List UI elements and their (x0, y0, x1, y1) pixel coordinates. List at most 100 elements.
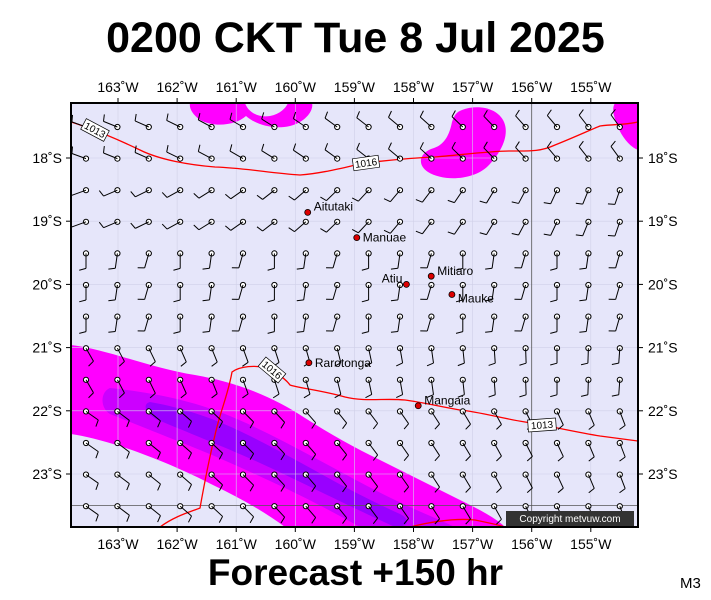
wind-barb (197, 144, 215, 162)
wind-barb (459, 439, 471, 462)
wind-barb (302, 376, 311, 399)
wind-barb (491, 408, 502, 430)
forecast-label: Forecast +150 hr (207, 552, 504, 593)
wind-barb (419, 142, 435, 162)
wind-barb (302, 439, 317, 461)
wind-barb (459, 503, 471, 525)
wind-barb (334, 503, 348, 524)
lat-tick-label-left: 23˚S (32, 466, 62, 482)
wind-barb (271, 408, 286, 429)
lat-tick-label-left: 20˚S (32, 276, 62, 292)
wind-barb (550, 345, 561, 366)
wind-barb (459, 471, 471, 493)
wind-barb (161, 218, 184, 230)
wind-barb (326, 281, 341, 300)
wind-barb (585, 408, 595, 430)
wind-barb (522, 471, 533, 494)
wind-barb (553, 471, 564, 494)
town-marker (448, 291, 456, 298)
wind-barb (145, 408, 161, 428)
wind-barb (239, 503, 255, 524)
wind-barb (79, 250, 90, 271)
wind-barb (361, 313, 372, 334)
wind-barb (114, 408, 130, 428)
lon-tick-label-top: 162˚W (156, 79, 198, 95)
wind-barb (420, 250, 435, 269)
wind-barb (229, 112, 247, 131)
rain-area-north-east (613, 103, 638, 150)
lat-tick-label-right: 18˚S (648, 150, 678, 166)
wind-barb (271, 503, 286, 524)
wind-barb (102, 114, 121, 131)
wind-barb (457, 376, 466, 398)
wind-barb (426, 376, 435, 398)
wind-barb (145, 439, 161, 460)
wind-barb (326, 313, 341, 332)
wind-barb (173, 250, 184, 271)
wind-barb (580, 345, 592, 366)
lon-tick-label-bottom: 157˚W (452, 536, 494, 552)
lat-tick-label-right: 22˚S (648, 403, 678, 419)
copyright-text: Copyright metvuw.com (519, 514, 620, 525)
wind-barb (193, 187, 215, 199)
wind-barbs (71, 109, 626, 525)
wind-barb (447, 187, 466, 204)
wind-barb (98, 187, 121, 197)
wind-barb (229, 144, 247, 162)
wind-barb (271, 471, 286, 492)
wind-barb (239, 376, 249, 399)
wind-barb (546, 141, 561, 162)
wind-barb (396, 471, 410, 493)
wind-barb (271, 345, 280, 367)
wind-barb (271, 439, 286, 461)
wind-barb (522, 439, 533, 462)
wind-barb (145, 345, 156, 367)
wind-barb (130, 187, 152, 198)
wind-barb (79, 313, 90, 334)
wind-barb (585, 439, 595, 462)
wind-barb (114, 503, 130, 522)
wind-barb (177, 471, 192, 491)
wind-barb (610, 140, 623, 162)
lon-tick-label-top: 161˚W (216, 79, 258, 95)
wind-barb (324, 111, 341, 131)
wind-barb (208, 439, 224, 460)
wind-barb (334, 376, 342, 399)
wind-barb (326, 250, 341, 269)
wind-barb (488, 376, 498, 398)
wind-barb (457, 345, 466, 367)
wind-barb (383, 218, 404, 234)
wind-barb (193, 218, 215, 231)
wind-barb (550, 313, 561, 334)
wind-barb (479, 218, 498, 236)
wind-barb (177, 439, 192, 460)
wind-barb (356, 111, 372, 131)
wind-barb (550, 376, 561, 398)
wind-barb (485, 281, 498, 302)
wind-barb (396, 345, 404, 367)
wind-barb (365, 376, 373, 399)
wind-barb (543, 218, 561, 236)
lon-tick-label-top: 159˚W (334, 79, 376, 95)
wind-barb (177, 345, 187, 367)
wind-barb (447, 218, 466, 235)
wind-barb (428, 408, 440, 430)
wind-barb (108, 281, 121, 302)
lon-tick-label-top: 158˚W (393, 79, 435, 95)
wind-barb (161, 187, 184, 198)
wind-barb (415, 187, 435, 203)
wind-barb (607, 218, 623, 237)
wind-barb (202, 250, 215, 270)
lon-tick-label-bottom: 156˚W (511, 536, 553, 552)
wind-barb (231, 313, 247, 332)
wind-barb (82, 471, 99, 490)
wind-barb (361, 281, 372, 303)
place-label: Manuae (363, 231, 407, 245)
lat-tick-label-left: 18˚S (32, 150, 62, 166)
wind-barb (98, 218, 121, 229)
wind-barb (256, 218, 278, 232)
wind-barb (177, 503, 192, 523)
wind-barb (428, 439, 440, 462)
wind-barb (578, 140, 592, 162)
wind-barb (82, 345, 94, 367)
